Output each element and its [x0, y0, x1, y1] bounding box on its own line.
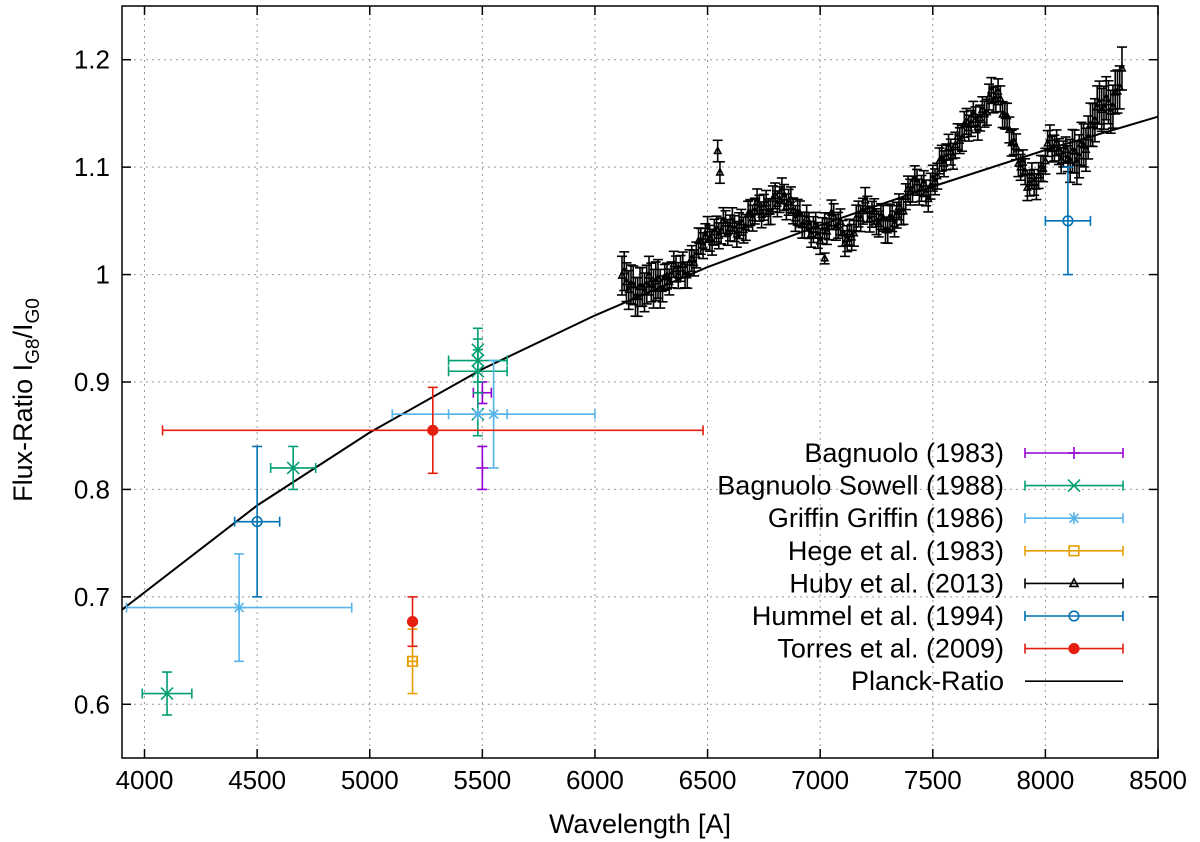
point-marker [1011, 141, 1021, 151]
data-point [1101, 75, 1112, 121]
point-marker [1062, 215, 1074, 227]
point-marker [160, 686, 174, 701]
point-marker [233, 601, 246, 614]
legend-entry: Torres et al. (2009) [777, 634, 1124, 664]
data-point [1040, 147, 1051, 175]
point-marker [932, 170, 942, 180]
data-point [447, 408, 508, 421]
y-axis-label-sub1: G8 [23, 338, 44, 363]
data-point [406, 596, 419, 648]
x-tick-label: 6500 [679, 765, 737, 795]
legend-label: Hege et al. (1983) [788, 536, 1004, 566]
point-marker [713, 145, 723, 155]
x-tick-label: 8500 [1129, 765, 1187, 795]
axis-ticks: 4000 4500 5000 5500 6000 6500 7000 7500 8000 8500… [74, 6, 1187, 795]
point-marker [1002, 110, 1012, 120]
point-marker [1068, 643, 1080, 655]
point-marker [286, 461, 300, 475]
legend-entry: Planck-Ratio [851, 666, 1123, 696]
data-point [700, 222, 711, 251]
x-tick-label: 7000 [791, 765, 849, 795]
point-marker [1068, 545, 1080, 557]
data-point [1011, 133, 1022, 161]
legend-entry: Griffin Griffin (1986) [768, 503, 1124, 533]
data-point [476, 445, 489, 491]
legend-label: Griffin Griffin (1986) [768, 503, 1004, 533]
x-tick-label: 8000 [1016, 765, 1074, 795]
legend-label: Bagnuolo Sowell (1988) [717, 471, 1004, 501]
data-point [1116, 46, 1127, 91]
point-marker [406, 655, 419, 667]
legend-label: Hummel et al. (1994) [752, 601, 1004, 631]
point-marker [982, 106, 992, 116]
point-marker [820, 253, 830, 262]
point-marker [1068, 577, 1080, 588]
y-tick-label: 0.8 [74, 474, 110, 504]
point-marker [1068, 512, 1080, 525]
point-marker [406, 615, 419, 628]
data-point [712, 139, 723, 163]
data-point [986, 76, 997, 105]
legend-label: Planck-Ratio [851, 666, 1004, 696]
y-tick-label: 0.7 [74, 582, 110, 612]
y-tick-label: 1.2 [74, 45, 110, 75]
legend-entry: Hummel et al. (1994) [752, 601, 1124, 631]
y-axis-label: Flux-Ratio IG8/IG0 [8, 298, 44, 502]
data-point [1114, 65, 1125, 110]
point-marker [849, 227, 859, 237]
y-tick-label: 0.9 [74, 367, 110, 397]
y-tick-label: 0.6 [74, 689, 110, 719]
x-tick-label: 5000 [341, 765, 399, 795]
x-tick-label: 4000 [116, 765, 174, 795]
point-marker [715, 167, 725, 176]
point-marker [476, 461, 489, 474]
point-marker [251, 516, 263, 528]
data-point [269, 445, 317, 491]
y-axis-label-sub2: G0 [23, 298, 44, 323]
x-tick-label: 4500 [228, 765, 286, 795]
x-axis-label: Wavelength [A] [549, 809, 731, 839]
data-point [233, 445, 281, 598]
point-marker [1068, 610, 1080, 622]
point-marker [1067, 479, 1081, 493]
y-tick-label: 1 [96, 260, 110, 290]
data-point [141, 671, 193, 716]
y-tick-label: 1.1 [74, 152, 110, 182]
point-marker [471, 408, 484, 421]
data-point [471, 327, 485, 373]
y-axis-label-mid: /I [8, 323, 38, 338]
data-point [161, 386, 704, 475]
x-tick-label: 6000 [566, 765, 624, 795]
legend: Bagnuolo (1983)Bagnuolo Sowell (1988)Gri… [717, 438, 1124, 696]
x-tick-label: 7500 [904, 765, 962, 795]
data-point [984, 83, 995, 111]
data-point [819, 252, 830, 265]
data-point [714, 160, 725, 185]
data-point [632, 276, 643, 318]
data-point [1089, 97, 1100, 143]
data-point [125, 553, 353, 663]
point-marker [1040, 155, 1050, 165]
data-point [1044, 166, 1092, 276]
legend-label: Huby et al. (2013) [789, 568, 1004, 598]
legend-label: Torres et al. (2009) [777, 634, 1004, 664]
x-tick-label: 5500 [453, 765, 511, 795]
y-axis-label-prefix: Flux-Ratio I [8, 364, 38, 502]
point-marker [1068, 447, 1080, 459]
data-points [125, 46, 1127, 716]
legend-entry: Huby et al. (2013) [789, 568, 1124, 598]
data-point [621, 262, 632, 303]
point-marker [898, 206, 909, 215]
legend-entry: Hege et al. (1983) [788, 536, 1124, 566]
point-marker [471, 343, 485, 357]
legend-label: Bagnuolo (1983) [804, 438, 1004, 468]
legend-entry: Bagnuolo (1983) [804, 438, 1124, 468]
point-marker [1117, 63, 1127, 72]
legend-entry: Bagnuolo Sowell (1988) [717, 471, 1124, 501]
point-marker [427, 424, 439, 436]
data-point [1103, 79, 1114, 125]
